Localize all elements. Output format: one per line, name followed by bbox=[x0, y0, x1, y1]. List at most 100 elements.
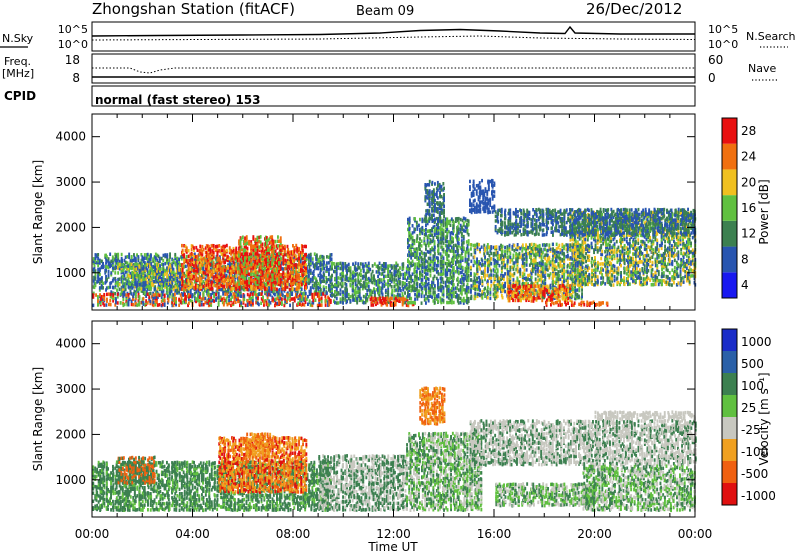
heatmap-cell bbox=[105, 257, 107, 261]
heatmap-cell bbox=[261, 242, 264, 246]
heatmap-cell bbox=[228, 256, 231, 261]
heatmap-cell bbox=[288, 283, 291, 287]
heatmap-cell bbox=[121, 292, 123, 296]
heatmap-cell bbox=[359, 262, 362, 266]
freq-label-line2: [MHz] bbox=[2, 67, 34, 80]
heatmap-cell bbox=[152, 300, 155, 305]
heatmap-cell bbox=[172, 259, 175, 263]
heatmap-cell bbox=[442, 247, 445, 252]
heatmap-cell bbox=[171, 277, 174, 281]
heatmap-cell bbox=[195, 265, 198, 269]
heatmap-cell bbox=[154, 280, 157, 284]
heatmap-cell bbox=[414, 274, 416, 279]
heatmap-cell bbox=[326, 261, 328, 265]
heatmap-cell bbox=[133, 292, 135, 296]
heatmap-cell bbox=[256, 258, 259, 263]
heatmap-cell bbox=[101, 264, 103, 269]
heatmap-cell bbox=[357, 262, 360, 266]
heatmap-cell bbox=[209, 283, 212, 288]
heatmap-cell bbox=[202, 267, 205, 271]
heatmap-cell bbox=[228, 281, 231, 286]
heatmap-cell bbox=[162, 253, 165, 258]
heatmap-cell bbox=[152, 275, 155, 280]
heatmap-cell bbox=[284, 272, 287, 276]
heatmap-cell bbox=[142, 256, 145, 261]
heatmap-cell bbox=[137, 289, 140, 294]
heatmap-cell bbox=[312, 298, 315, 303]
heatmap-cell bbox=[268, 289, 271, 293]
heatmap-cell bbox=[261, 266, 264, 270]
heatmap-cell bbox=[319, 263, 322, 267]
heatmap-cell bbox=[130, 262, 133, 267]
heatmap-cell bbox=[185, 250, 188, 254]
heatmap-cell bbox=[264, 289, 267, 294]
heatmap-cell bbox=[323, 273, 326, 277]
heatmap-cell bbox=[176, 289, 179, 293]
heatmap-cell bbox=[251, 298, 254, 303]
heatmap-cell bbox=[370, 296, 373, 300]
heatmap-cell bbox=[321, 263, 324, 267]
heatmap-cell bbox=[337, 276, 340, 280]
heatmap-cell bbox=[101, 286, 103, 290]
heatmap-cell bbox=[202, 265, 205, 269]
heatmap-cell bbox=[313, 290, 316, 294]
heatmap-cell bbox=[232, 257, 235, 261]
heatmap-cell bbox=[114, 252, 117, 257]
heatmap-cell bbox=[254, 244, 257, 249]
heatmap-cell bbox=[414, 297, 416, 301]
heatmap-cell bbox=[261, 271, 264, 275]
heatmap-cell bbox=[431, 295, 433, 299]
heatmap-cell bbox=[230, 262, 233, 267]
heatmap-cell bbox=[309, 292, 312, 296]
heatmap-cell bbox=[322, 275, 325, 280]
heatmap-cell bbox=[250, 278, 253, 282]
heatmap-cell bbox=[354, 261, 357, 265]
heatmap-cell bbox=[240, 252, 243, 257]
heatmap-cell bbox=[211, 263, 214, 267]
heatmap-cell bbox=[291, 256, 293, 260]
heatmap-cell bbox=[387, 293, 390, 297]
heatmap-cell bbox=[195, 297, 197, 301]
heatmap-cell bbox=[211, 243, 214, 248]
heatmap-cell bbox=[111, 260, 114, 265]
heatmap-cell bbox=[312, 275, 315, 280]
heatmap-cell bbox=[437, 299, 439, 303]
heatmap-cell bbox=[400, 297, 402, 301]
heatmap-cell bbox=[218, 256, 221, 261]
heatmap-cell bbox=[259, 253, 262, 258]
heatmap-cell bbox=[205, 279, 208, 283]
heatmap-cell bbox=[433, 261, 436, 266]
heatmap-cell bbox=[164, 283, 166, 287]
heatmap-cell bbox=[399, 293, 401, 297]
heatmap-cell bbox=[181, 243, 183, 248]
heatmap-cell bbox=[176, 256, 179, 261]
heatmap-cell bbox=[399, 288, 402, 293]
heatmap-cell bbox=[387, 274, 390, 278]
heatmap-cell bbox=[293, 270, 295, 274]
heatmap-cell bbox=[305, 244, 307, 249]
heatmap-cell bbox=[146, 252, 149, 257]
heatmap-cell bbox=[216, 251, 219, 255]
heatmap-cell bbox=[143, 261, 146, 265]
heatmap-cell bbox=[258, 283, 261, 287]
heatmap-cell bbox=[98, 258, 101, 263]
heatmap-cell bbox=[137, 255, 140, 259]
heatmap-cell bbox=[162, 258, 165, 263]
heatmap-cell bbox=[236, 281, 239, 286]
heatmap-cell bbox=[362, 301, 365, 305]
heatmap-cell bbox=[158, 259, 161, 264]
heatmap-cell bbox=[204, 250, 207, 255]
heatmap-cell bbox=[413, 239, 416, 243]
heatmap-cell bbox=[98, 286, 101, 290]
heatmap-cell bbox=[224, 253, 226, 257]
heatmap-cell bbox=[199, 270, 202, 274]
heatmap-cell bbox=[96, 261, 99, 265]
heatmap-cell bbox=[234, 285, 237, 289]
heatmap-cell bbox=[184, 258, 187, 262]
heatmap-cell bbox=[201, 281, 203, 286]
heatmap-cell bbox=[99, 293, 101, 297]
heatmap-cell bbox=[212, 265, 215, 269]
heatmap-cell bbox=[232, 276, 235, 281]
heatmap-cell bbox=[218, 275, 221, 279]
heatmap-cell bbox=[378, 266, 381, 270]
